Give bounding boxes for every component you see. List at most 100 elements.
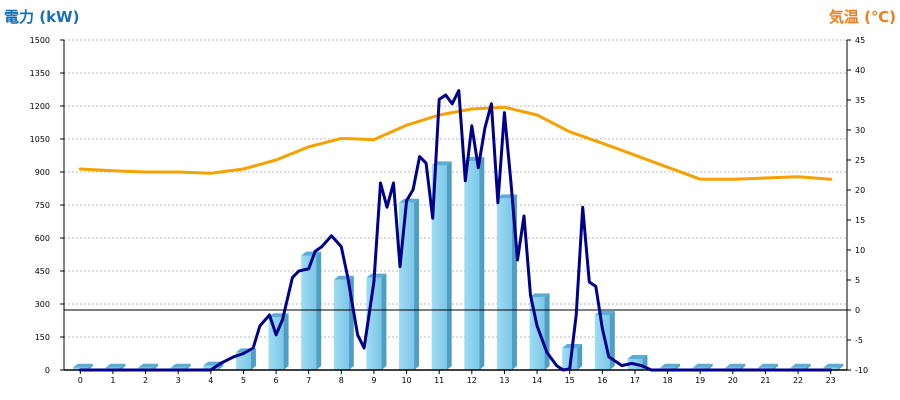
x-tick-label: 6 <box>274 376 279 385</box>
right-tick-label: 0 <box>855 306 860 315</box>
right-axis-ticks: -10 -5 0 5 10 15 20 25 30 35 40 45 <box>847 36 868 375</box>
left-tick-label: 450 <box>35 267 50 276</box>
power-bar-top <box>366 273 387 278</box>
power-bar-front <box>529 297 545 370</box>
left-axis-ticks: 0 150 300 450 600 750 900 1050 1200 1350 1500 <box>30 36 64 375</box>
x-tick-label: 20 <box>728 376 738 385</box>
power-bar-top <box>823 363 844 368</box>
right-tick-label: -10 <box>855 366 868 375</box>
x-tick-label: 21 <box>760 376 770 385</box>
right-tick-label: 30 <box>855 126 865 135</box>
power-bar-side <box>414 198 420 370</box>
x-tick-label: 10 <box>401 376 411 385</box>
left-tick-label: 1050 <box>30 135 50 144</box>
grid-lines <box>64 39 847 338</box>
x-tick-label: 8 <box>339 376 344 385</box>
power-bar-top <box>790 363 811 368</box>
power-bar-side <box>153 363 159 370</box>
power-bar-side <box>250 348 256 370</box>
power-bar-front <box>594 315 610 370</box>
right-tick-label: -5 <box>855 336 863 345</box>
power-bar-side <box>577 344 583 370</box>
power-bar-front <box>203 365 219 370</box>
power-bar-side <box>740 363 746 370</box>
power-bar-side <box>772 363 778 370</box>
power-bar-top <box>627 355 648 359</box>
power-bar-top <box>399 198 420 203</box>
power-bar-top <box>72 363 93 368</box>
power-bar-side <box>185 363 191 370</box>
power-bar <box>464 157 485 370</box>
power-bar-front <box>399 202 415 370</box>
x-tick-label: 5 <box>241 376 246 385</box>
right-tick-label: 25 <box>855 156 865 165</box>
power-bar-side <box>675 363 681 370</box>
x-tick-label: 11 <box>434 376 444 385</box>
left-tick-label: 750 <box>35 201 50 210</box>
power-bar-front <box>333 279 349 370</box>
left-tick-label: 1200 <box>30 102 50 111</box>
right-tick-label: 20 <box>855 186 865 195</box>
left-tick-label: 0 <box>45 366 50 375</box>
power-bar-side <box>446 161 452 370</box>
x-tick-label: 1 <box>110 376 115 385</box>
x-tick-label: 19 <box>695 376 705 385</box>
x-tick-label: 2 <box>143 376 148 385</box>
power-bar-front <box>431 165 447 370</box>
left-tick-label: 300 <box>35 300 50 309</box>
power-bar-top <box>170 363 191 368</box>
x-tick-label: 7 <box>306 376 311 385</box>
right-tick-label: 45 <box>855 36 865 45</box>
power-bar <box>268 313 289 370</box>
right-tick-label: 35 <box>855 96 865 105</box>
power-bar-side <box>120 363 126 370</box>
right-tick-label: 10 <box>855 246 865 255</box>
x-tick-label: 3 <box>176 376 181 385</box>
left-tick-label: 900 <box>35 168 50 177</box>
power-bar-front <box>301 255 317 370</box>
power-bar-top <box>725 363 746 368</box>
power-bar-side <box>479 157 485 370</box>
x-tick-label: 14 <box>532 376 542 385</box>
right-tick-label: 15 <box>855 216 865 225</box>
power-bar-top <box>138 363 159 368</box>
temperature-line <box>78 105 833 181</box>
power-bar <box>301 251 322 370</box>
x-tick-label: 12 <box>467 376 477 385</box>
right-tick-label: 40 <box>855 66 865 75</box>
x-axis-ticks: 0 1 2 3 4 5 6 7 8 9 10 11 12 13 14 15 16 17 18 19 20 21 22 23 <box>78 370 836 385</box>
power-bar <box>399 198 420 370</box>
right-axis-title: 気温 (℃) <box>829 8 896 26</box>
power-bar-top <box>660 363 681 368</box>
power-bar-front <box>268 317 284 370</box>
x-tick-label: 4 <box>208 376 213 385</box>
x-tick-label: 0 <box>78 376 83 385</box>
power-bar-side <box>283 313 289 370</box>
x-tick-label: 9 <box>371 376 376 385</box>
x-tick-label: 16 <box>597 376 607 385</box>
power-bar-top <box>757 363 778 368</box>
power-bar-side <box>381 273 387 370</box>
right-tick-label: 5 <box>855 276 860 285</box>
power-bar-side <box>316 251 322 370</box>
left-tick-label: 1350 <box>30 69 50 78</box>
x-tick-label: 13 <box>499 376 509 385</box>
power-bar-front <box>464 161 480 370</box>
power-bar-side <box>87 363 93 370</box>
left-axis-title: 電力 (kW) <box>4 8 79 26</box>
x-tick-label: 15 <box>565 376 575 385</box>
series-lines <box>78 89 833 372</box>
power-bar-front <box>496 198 512 370</box>
power-bar-side <box>707 363 713 370</box>
power-line <box>78 89 833 372</box>
x-tick-label: 18 <box>662 376 672 385</box>
x-tick-label: 23 <box>826 376 836 385</box>
power-bar-side <box>838 363 844 370</box>
x-tick-label: 17 <box>630 376 640 385</box>
left-tick-label: 600 <box>35 234 50 243</box>
left-tick-label: 150 <box>35 333 50 342</box>
x-tick-label: 22 <box>793 376 803 385</box>
power-bar-front <box>235 352 251 370</box>
power-bar-top <box>692 363 713 368</box>
